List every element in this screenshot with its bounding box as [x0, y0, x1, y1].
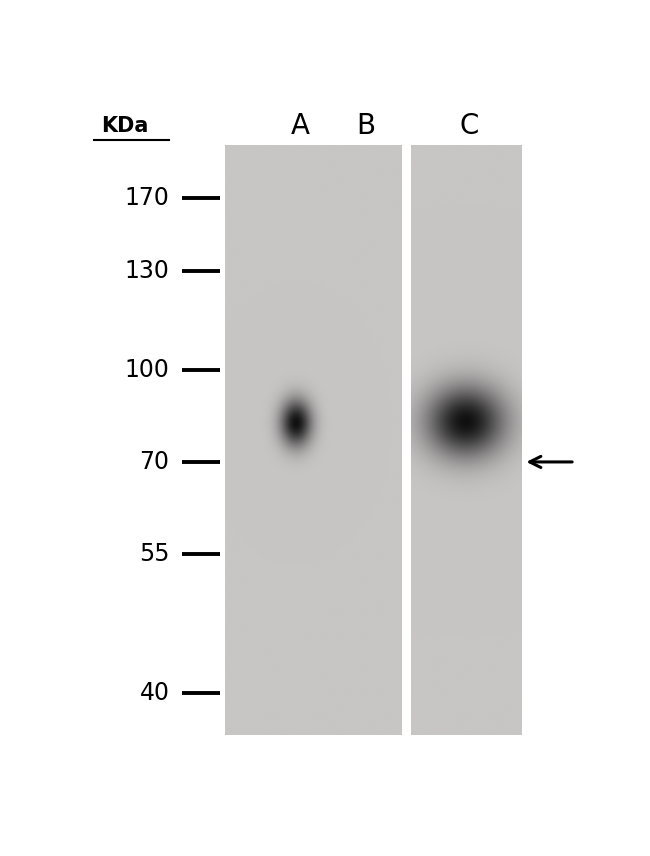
Text: 70: 70 [139, 450, 170, 474]
Text: 170: 170 [125, 187, 170, 211]
Bar [225, 146, 401, 735]
Text: KDa: KDa [101, 116, 149, 136]
Text: 40: 40 [139, 681, 170, 704]
Text: A: A [291, 112, 310, 140]
Text: 100: 100 [125, 358, 170, 382]
Text: 55: 55 [139, 542, 170, 566]
Text: B: B [356, 112, 376, 140]
Text: 130: 130 [125, 259, 170, 282]
Text: C: C [460, 112, 479, 140]
Bar [411, 146, 522, 735]
